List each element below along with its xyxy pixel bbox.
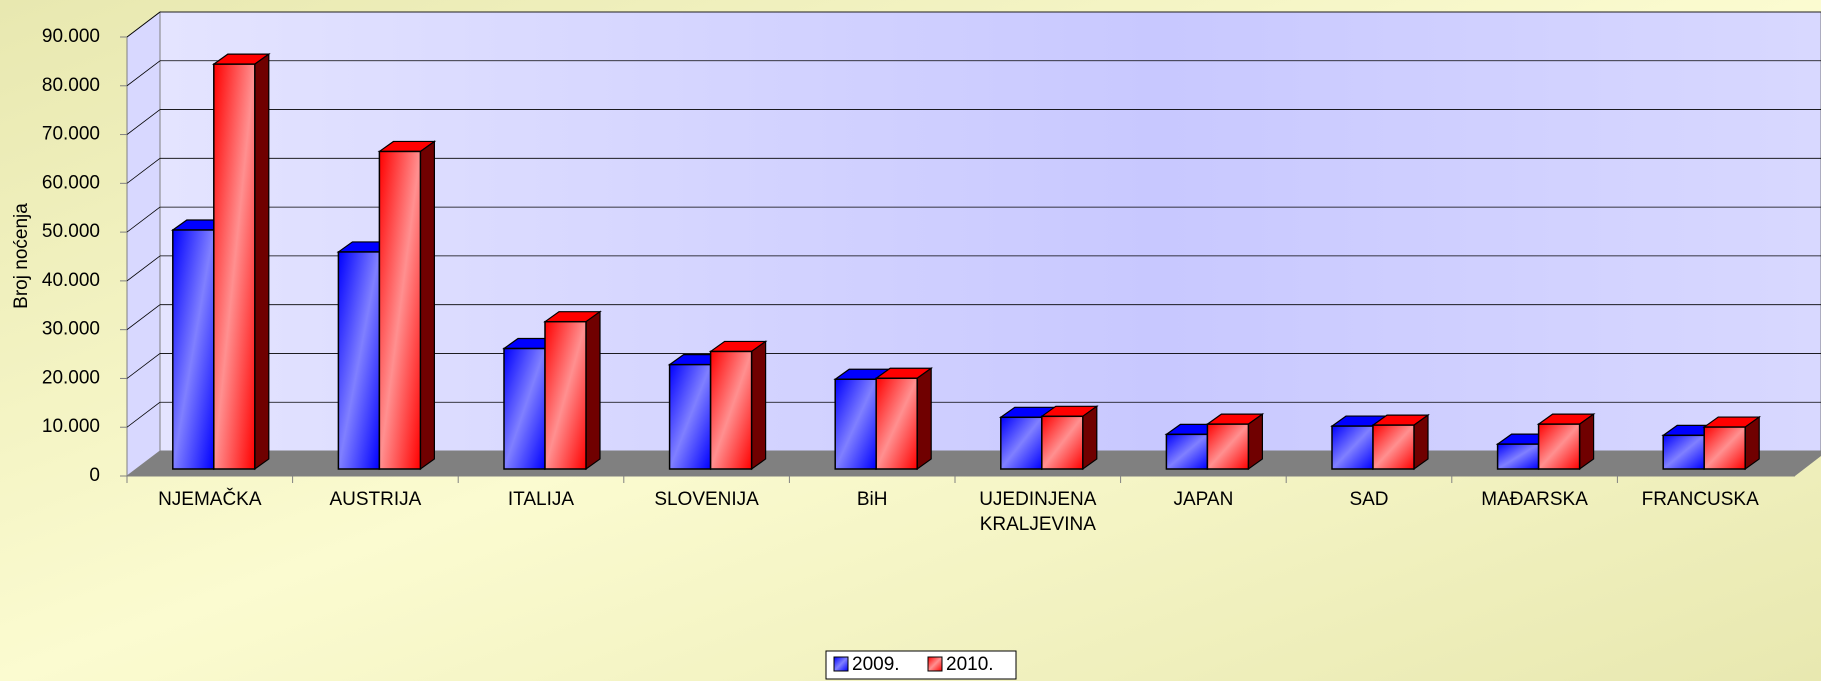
- bar: [1703, 426, 1746, 470]
- bar-side: [1413, 413, 1429, 471]
- legend-label: 2010.: [946, 654, 994, 675]
- bar-side: [419, 140, 435, 471]
- bar: [213, 63, 256, 470]
- bar-side: [1247, 412, 1264, 471]
- grid-line: [126, 109, 161, 135]
- x-tick-label: UJEDINJENA KRALJEVINA: [979, 489, 1097, 535]
- bar-side: [750, 340, 767, 471]
- x-tick-label: ITALIJA: [508, 489, 574, 510]
- y-tick-label: 40.000: [42, 270, 100, 291]
- x-tick-label: MAĐARSKA: [1481, 489, 1588, 510]
- legend: [825, 650, 1017, 680]
- bar: [1537, 423, 1581, 470]
- x-tick-label: FRANCUSKA: [1642, 489, 1760, 510]
- bar: [1000, 416, 1043, 470]
- grid-line: [126, 304, 161, 330]
- bar: [834, 378, 877, 470]
- legend-swatch: [833, 656, 849, 672]
- bar: [172, 229, 215, 470]
- bar: [378, 150, 422, 470]
- y-tick-label: 50.000: [42, 221, 100, 242]
- grid-line: [126, 158, 161, 184]
- bar: [1496, 443, 1540, 470]
- grid-line: [126, 401, 161, 428]
- grid-line: [126, 255, 161, 282]
- bar: [1206, 423, 1250, 470]
- legend-label: 2009.: [852, 654, 900, 675]
- bar: [1372, 424, 1415, 470]
- grid-line: [126, 353, 161, 379]
- bar: [503, 347, 546, 470]
- x-tick-label: SAD: [1349, 489, 1388, 510]
- y-tick-label: 30.000: [42, 319, 100, 340]
- y-tick-label: 70.000: [42, 124, 100, 145]
- y-tick-label: 90.000: [42, 26, 100, 47]
- bar: [668, 363, 712, 470]
- x-tick-label: AUSTRIJA: [329, 489, 421, 510]
- bar: [709, 350, 753, 470]
- bar-side: [254, 52, 270, 471]
- bar-side: [1082, 405, 1098, 471]
- x-tick-label: SLOVENIJA: [654, 489, 759, 510]
- bar: [1165, 433, 1209, 470]
- grid-line: [126, 206, 161, 233]
- y-tick-label: 0: [89, 465, 100, 486]
- y-tick-label: 10.000: [42, 416, 100, 437]
- bar: [337, 251, 381, 470]
- grid-line: [126, 11, 161, 38]
- bar: [875, 377, 918, 470]
- legend-swatch: [927, 656, 943, 672]
- grid-line: [126, 60, 161, 87]
- x-tick-label: NJEMAČKA: [158, 488, 262, 510]
- bar: [1662, 434, 1705, 470]
- x-tick-label: BiH: [857, 489, 888, 510]
- x-tick-label: JAPAN: [1173, 489, 1233, 510]
- y-axis-title: Broj noćenja: [11, 203, 32, 309]
- y-tick-label: 60.000: [42, 172, 100, 193]
- y-tick-label: 20.000: [42, 367, 100, 388]
- bar: [1041, 415, 1084, 470]
- back-wall: [159, 11, 1821, 452]
- bar-side: [1744, 415, 1760, 471]
- bar: [544, 320, 587, 470]
- y-tick-label: 80.000: [42, 75, 100, 96]
- bar: [1331, 425, 1374, 470]
- bar-side: [916, 367, 932, 471]
- bar-side: [585, 310, 601, 471]
- bar-side: [1578, 412, 1595, 471]
